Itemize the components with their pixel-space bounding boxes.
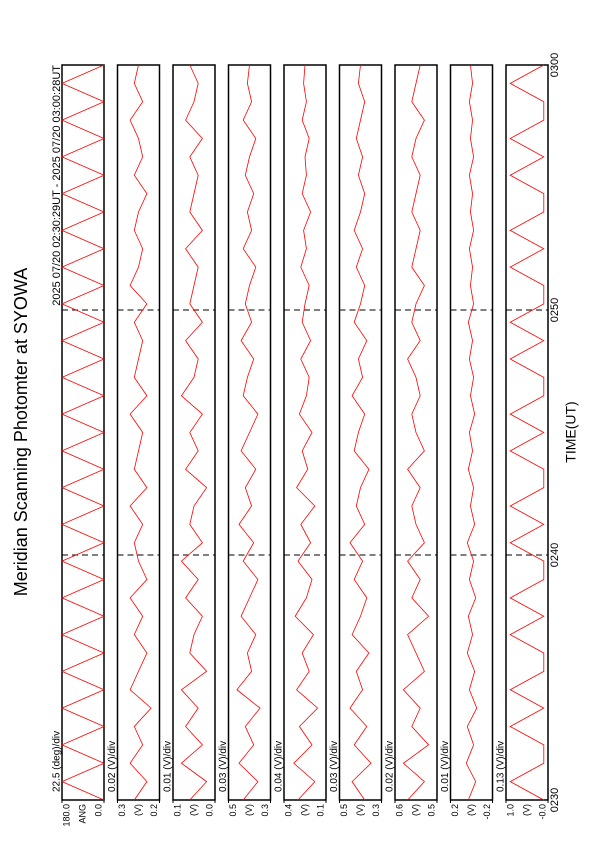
panel-scale: 0.13 (V)/div [496, 741, 507, 792]
y-unit-label: ANG [77, 804, 87, 824]
panel-frame [116, 64, 161, 801]
panel-frame [338, 64, 383, 801]
y-unit-label: (V) [244, 804, 254, 816]
panel-frame [449, 64, 494, 801]
y-tick-label: -0.0 [537, 804, 547, 820]
panel-scale: 0.02 (V)/div [107, 741, 118, 792]
y-unit-label: (V) [355, 804, 365, 816]
panel-frame [505, 64, 549, 801]
y-tick-label: 0.4 [283, 804, 293, 817]
data-line [180, 64, 208, 801]
chart-subtitle: 2025 07/20 02:30:29UT - 2025 07/20 03:00… [51, 65, 63, 306]
x-axis-label: TIME(UT) [563, 401, 579, 462]
y-unit-label: (V) [521, 804, 531, 816]
y-tick-label: 0.5 [426, 804, 436, 817]
y-tick-label: 0.1 [172, 804, 182, 817]
panel-scale: 0.04 (V)/div [274, 741, 285, 792]
x-tick-label: 0250 [549, 298, 561, 322]
y-unit-label: (V) [299, 804, 309, 816]
data-line [61, 64, 105, 801]
y-tick-label: -0.2 [482, 804, 492, 820]
y-tick-label: 0.3 [260, 804, 270, 817]
x-tick-label: 0230 [549, 788, 561, 812]
y-tick-label: 0.6 [394, 804, 404, 817]
data-line [465, 64, 478, 801]
data-line [509, 64, 545, 801]
panel-scale: 0.03 (V)/div [218, 741, 229, 792]
data-line [349, 64, 372, 801]
y-tick-label: 0.1 [315, 804, 325, 817]
y-tick-label: 1.0 [505, 804, 515, 817]
y-tick-label: 0.0 [93, 804, 103, 817]
y-tick-label: 0.0 [204, 804, 214, 817]
panel-frame [283, 64, 327, 801]
y-tick-label: 0.3 [117, 804, 127, 817]
panel-scale: 22.5 (deg)/div [52, 731, 63, 792]
data-line [129, 64, 152, 801]
y-tick-label: 0.2 [149, 804, 159, 817]
y-unit-label: (V) [133, 804, 143, 816]
y-tick-label: 0.5 [228, 804, 238, 817]
panel-scale: 0.01 (V)/div [163, 741, 174, 792]
y-tick-label: 180.0 [61, 804, 71, 827]
panel-frame [172, 64, 216, 801]
y-tick-label: 0.5 [339, 804, 349, 817]
y-unit-label: (V) [188, 804, 198, 816]
data-line [236, 64, 261, 801]
x-tick-label: 0300 [549, 53, 561, 77]
data-line [402, 64, 430, 801]
y-tick-label: 0.2 [450, 804, 460, 817]
x-tick-label: 0240 [549, 543, 561, 567]
y-unit-label: (V) [466, 804, 476, 816]
chart-title: Meridian Scanning Photomter at SYOWA [11, 268, 31, 596]
y-tick-label: 0.3 [371, 804, 381, 817]
rotated-chart: Meridian Scanning Photomter at SYOWA 202… [11, 53, 579, 827]
y-unit-label: (V) [410, 804, 420, 816]
data-line [293, 64, 319, 801]
panel-scale: 0.03 (V)/div [329, 741, 340, 792]
panel-scale: 0.02 (V)/div [385, 741, 396, 792]
panel-frame [61, 64, 105, 801]
panel-scale: 0.01 (V)/div [440, 741, 451, 792]
